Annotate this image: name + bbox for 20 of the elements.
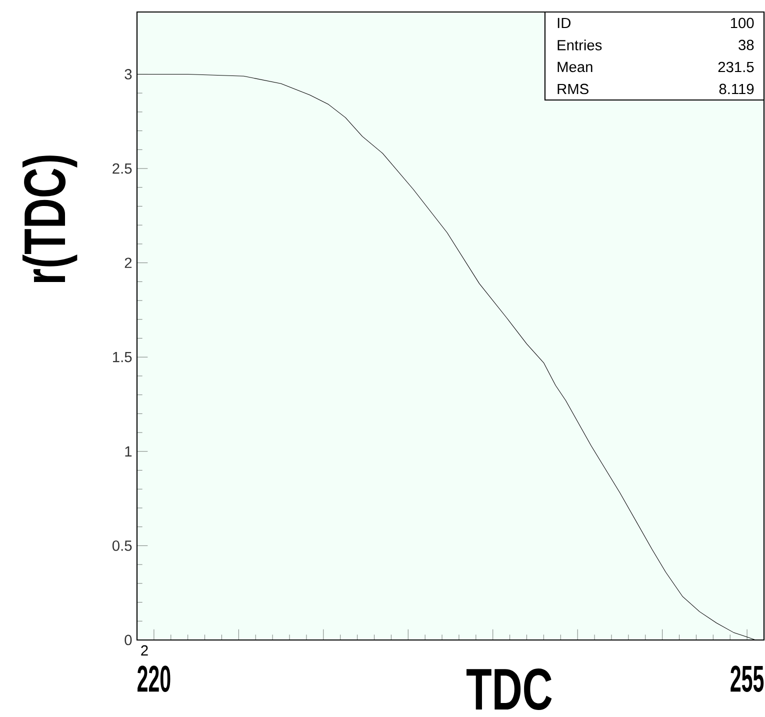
y-axis-title: r(TDC) <box>22 156 78 282</box>
y-tick-label: 0.5 <box>112 540 132 551</box>
y-tick-label: 3 <box>124 69 132 80</box>
x-tick-label: 255 <box>730 666 764 692</box>
y-tick-label: 2.5 <box>112 163 132 174</box>
annotation: 38 <box>738 40 754 50</box>
y-tick-label: 0 <box>124 634 132 646</box>
text: 2 <box>141 645 148 656</box>
annotation: Entries <box>558 40 602 50</box>
annotation: 231.5 <box>718 62 754 72</box>
x-tick-label: 220 <box>138 666 170 692</box>
annotation: 100 <box>730 18 754 28</box>
annotation: ID <box>558 18 571 28</box>
y-tick-label: 1.5 <box>113 352 132 362</box>
annotation: RMS <box>558 84 588 94</box>
annotation: Mean <box>558 62 592 72</box>
y-tick-label: 1 <box>125 446 132 456</box>
x-axis-title: TDC <box>466 668 552 710</box>
y-tick-label: 2 <box>124 258 132 268</box>
annotation: 8.119 <box>719 84 754 94</box>
